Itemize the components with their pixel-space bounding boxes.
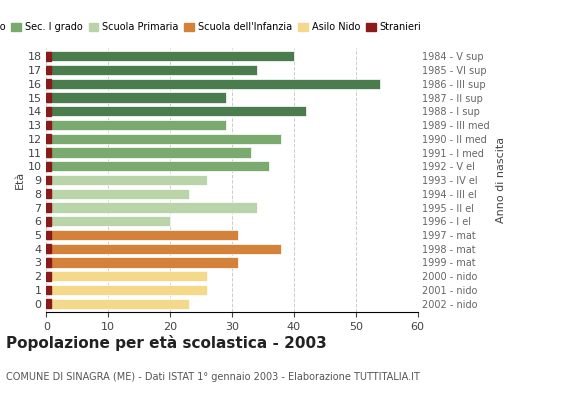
Bar: [46, 216, 170, 226]
Text: Popolazione per età scolastica - 2003: Popolazione per età scolastica - 2003: [6, 335, 327, 351]
Bar: [46, 162, 52, 171]
Bar: [46, 203, 52, 212]
Bar: [46, 271, 207, 282]
Legend: Sec. II grado, Sec. I grado, Scuola Primaria, Scuola dell'Infanzia, Asilo Nido, : Sec. II grado, Sec. I grado, Scuola Prim…: [0, 18, 425, 36]
Bar: [46, 120, 226, 130]
Bar: [46, 257, 238, 268]
Bar: [46, 161, 269, 172]
Bar: [46, 244, 52, 253]
Bar: [46, 189, 52, 198]
Bar: [46, 230, 238, 240]
Bar: [46, 299, 52, 308]
Bar: [46, 65, 257, 75]
Bar: [46, 78, 380, 89]
Y-axis label: Età: Età: [14, 171, 24, 189]
Bar: [46, 92, 226, 103]
Bar: [46, 272, 52, 281]
Bar: [46, 258, 52, 267]
Bar: [46, 147, 251, 158]
Bar: [46, 176, 52, 184]
Bar: [46, 134, 281, 144]
Bar: [46, 52, 52, 61]
Bar: [46, 66, 52, 74]
Bar: [46, 285, 207, 295]
Y-axis label: Anno di nascita: Anno di nascita: [496, 137, 506, 223]
Bar: [46, 79, 52, 88]
Bar: [46, 230, 52, 240]
Bar: [46, 188, 188, 199]
Bar: [46, 51, 294, 62]
Bar: [46, 202, 257, 213]
Bar: [46, 134, 52, 143]
Bar: [46, 175, 207, 185]
Bar: [46, 298, 188, 309]
Bar: [46, 286, 52, 294]
Bar: [46, 244, 281, 254]
Bar: [46, 93, 52, 102]
Text: COMUNE DI SINAGRA (ME) - Dati ISTAT 1° gennaio 2003 - Elaborazione TUTTITALIA.IT: COMUNE DI SINAGRA (ME) - Dati ISTAT 1° g…: [6, 372, 420, 382]
Bar: [46, 120, 52, 130]
Bar: [46, 217, 52, 226]
Bar: [46, 148, 52, 157]
Bar: [46, 106, 306, 116]
Bar: [46, 107, 52, 116]
